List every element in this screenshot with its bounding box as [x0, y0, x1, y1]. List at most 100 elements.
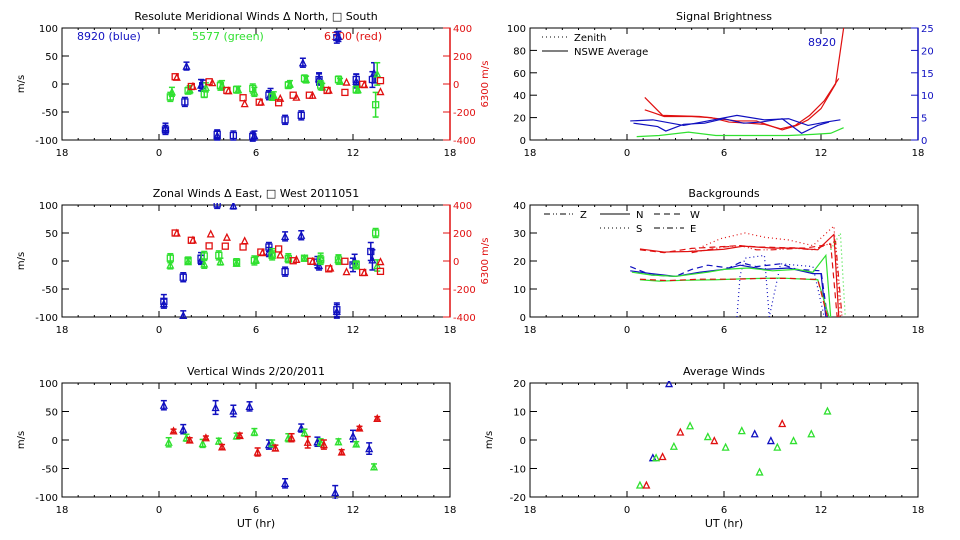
series-line	[691, 240, 843, 318]
data-point-square	[239, 243, 247, 251]
series-line	[636, 127, 844, 138]
data-point-square	[371, 229, 380, 237]
data-point-triangle	[376, 87, 385, 96]
y-axis-label: m/s	[16, 431, 27, 449]
x-tick-label: 18	[56, 505, 69, 516]
data-point-square	[232, 85, 241, 94]
data-point-triangle	[240, 236, 249, 245]
y-tick-label: 100	[39, 24, 58, 35]
chart-title: Average Winds	[683, 365, 765, 378]
plot-frame	[529, 382, 919, 498]
y-tick-label: 10	[513, 408, 526, 419]
legend-label: W	[690, 210, 700, 221]
plot-frame	[61, 27, 451, 141]
annotation-label: 8920	[808, 36, 836, 49]
y-right-tick-label: -200	[453, 285, 476, 296]
data-point-triangle	[352, 439, 361, 448]
y-tick-label: 50	[45, 229, 58, 240]
data-point-triangle	[211, 403, 220, 412]
y-right-tick-label: 0	[453, 257, 459, 268]
legend-label: S	[636, 224, 642, 235]
y-tick-label: -100	[35, 313, 58, 324]
data-point-triangle	[789, 436, 798, 445]
y-tick-label: 10	[513, 285, 526, 296]
data-point-triangle	[287, 433, 296, 442]
data-point-square	[297, 111, 305, 120]
data-point-square	[359, 268, 367, 277]
data-point-triangle	[721, 442, 730, 451]
data-point-square	[352, 260, 360, 269]
y-right-tick-label: -400	[453, 136, 476, 147]
data-point-triangle	[298, 58, 307, 67]
data-point-square	[166, 93, 174, 101]
series-line	[691, 224, 841, 318]
data-point-square	[371, 101, 380, 109]
data-point-square	[268, 251, 276, 260]
y-tick-label: 20	[513, 379, 526, 390]
y-axis-label: m/s	[16, 75, 27, 93]
data-point-square	[216, 82, 225, 90]
data-point-triangle	[185, 435, 194, 444]
data-point-triangle	[355, 423, 364, 432]
y-right-tick-label: 400	[453, 24, 472, 35]
plot-area	[630, 27, 845, 138]
data-point-triangle	[159, 400, 168, 409]
data-point-triangle	[376, 257, 385, 266]
data-point-triangle	[652, 453, 661, 462]
data-point-triangle	[316, 437, 325, 446]
data-point-triangle	[685, 421, 695, 430]
data-point-triangle	[166, 260, 175, 269]
y-tick-label: -50	[42, 285, 58, 296]
data-point-triangle	[217, 442, 227, 451]
legend-label: E	[690, 224, 696, 235]
x-tick-label: 18	[524, 148, 537, 159]
plot-area	[159, 399, 382, 499]
data-point-triangle	[229, 203, 238, 210]
y-tick-label: 0	[52, 257, 58, 268]
x-tick-label: 12	[347, 325, 360, 336]
x-tick-label: 18	[56, 325, 69, 336]
data-point-triangle	[208, 78, 217, 87]
y-tick-label: 0	[520, 436, 526, 447]
data-point-triangle	[271, 443, 280, 452]
data-point-square	[281, 116, 289, 124]
data-point-square	[281, 267, 289, 276]
data-point-square	[205, 78, 213, 86]
y-tick-label: -50	[42, 465, 58, 476]
annotation-label: 5577 (green)	[192, 30, 264, 43]
y-axis-label: m/s	[484, 431, 495, 449]
data-point-square	[323, 86, 331, 95]
data-point-triangle	[807, 429, 816, 438]
y-right-tick-label: 400	[453, 201, 472, 212]
x-tick-label: 0	[156, 325, 162, 336]
data-point-square	[317, 256, 325, 264]
data-point-triangle	[319, 440, 328, 449]
data-point-square	[250, 256, 259, 265]
data-point-square	[184, 256, 192, 265]
data-point-square	[205, 242, 213, 250]
data-point-square	[239, 94, 247, 102]
data-point-square	[300, 74, 309, 83]
data-point-square	[257, 248, 265, 256]
data-point-triangle	[245, 401, 254, 411]
data-point-square	[200, 252, 208, 260]
y-tick-label: 20	[513, 114, 526, 125]
data-point-square	[255, 98, 263, 106]
x-tick-label: 18	[912, 325, 925, 336]
chart-title: Vertical Winds 2/20/2011	[187, 365, 325, 378]
y-right-tick-label: 0	[453, 80, 459, 91]
y-right-tick-label: 5	[921, 114, 927, 125]
y-tick-label: 40	[513, 201, 526, 212]
y-tick-label: 0	[52, 436, 58, 447]
data-point-triangle	[755, 467, 764, 476]
data-point-triangle	[664, 381, 674, 388]
y-tick-label: 100	[507, 24, 526, 35]
data-point-triangle	[823, 406, 832, 415]
y-tick-label: 0	[52, 80, 58, 91]
x-tick-label: 0	[156, 148, 162, 159]
data-point-triangle	[297, 230, 306, 239]
chart-title: Signal Brightness	[676, 10, 772, 23]
y-right-tick-label: -400	[453, 313, 476, 324]
data-point-triangle	[303, 437, 312, 446]
